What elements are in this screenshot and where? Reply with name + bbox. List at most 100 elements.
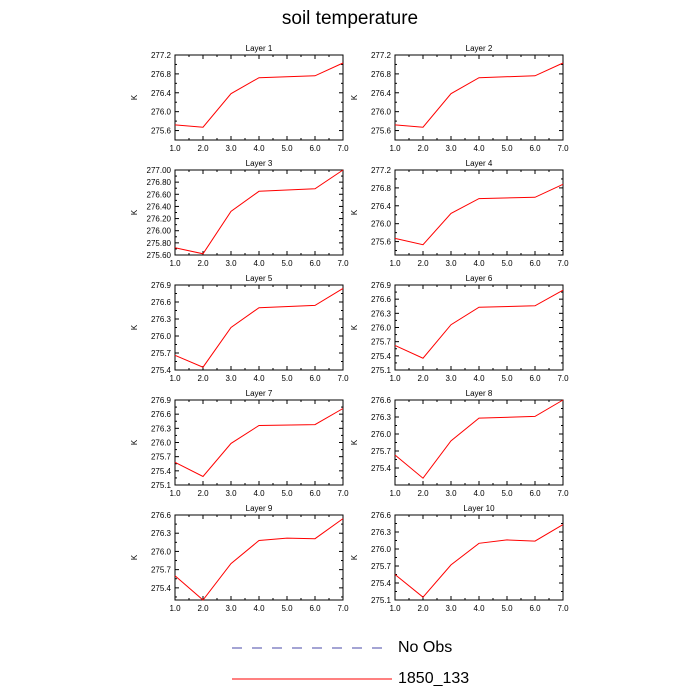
series-line-1850_133	[174, 287, 344, 368]
y-axis-label: K	[350, 324, 359, 330]
x-tick-label: 5.0	[501, 604, 513, 613]
x-tick-label: 6.0	[309, 604, 321, 613]
y-tick-label: 275.6	[371, 127, 392, 136]
chart-panel-layer-5: Layer 5 K 1.0 2.0 3.0 4.0 5.0 6.0 7.0 275.4 275.7 2…	[130, 274, 349, 383]
y-tick-label: 276.9	[151, 281, 172, 290]
x-tick-label: 5.0	[281, 144, 293, 153]
plot-frame	[394, 399, 564, 486]
x-tick-label: 6.0	[309, 144, 321, 153]
y-axis-label: K	[130, 324, 139, 330]
series-line-1850_133	[394, 62, 564, 128]
series-line-1850_133	[394, 289, 564, 359]
chart-panel-layer-3: Layer 3 K 1.0 2.0 3.0 4.0 5.0 6.0 7.0 275.60 275.8…	[130, 159, 349, 268]
x-tick-label: 3.0	[445, 259, 457, 268]
y-tick-label: 276.3	[371, 528, 392, 537]
series-line-1850_133	[394, 524, 564, 598]
x-tick-label: 1.0	[389, 144, 401, 153]
x-tick-label: 5.0	[501, 489, 513, 498]
x-tick-label: 2.0	[417, 144, 429, 153]
x-tick-label: 4.0	[253, 259, 265, 268]
y-tick-label: 276.9	[151, 396, 172, 405]
y-tick-label: 276.6	[151, 298, 172, 307]
y-tick-label: 275.7	[371, 447, 392, 456]
x-tick-label: 1.0	[389, 489, 401, 498]
y-tick-label: 276.0	[371, 545, 392, 554]
x-tick-label: 6.0	[529, 144, 541, 153]
y-tick-label: 276.0	[371, 220, 392, 229]
series-line-1850_133	[174, 408, 344, 478]
x-tick-label: 3.0	[445, 604, 457, 613]
x-tick-label: 1.0	[389, 374, 401, 383]
chart-panel-layer-8: Layer 8 K 1.0 2.0 3.0 4.0 5.0 6.0 7.0 275.4 275.7 2…	[350, 389, 569, 498]
x-tick-label: 3.0	[225, 144, 237, 153]
chart-panel-layer-7: Layer 7 K 1.0 2.0 3.0 4.0 5.0 6.0 7.0 275.1 275.4 2…	[130, 389, 349, 498]
x-tick-label: 3.0	[445, 374, 457, 383]
x-tick-label: 4.0	[473, 374, 485, 383]
x-tick-label: 7.0	[557, 374, 569, 383]
x-tick-label: 1.0	[389, 604, 401, 613]
x-tick-label: 4.0	[253, 374, 265, 383]
chart-panel-layer-6: Layer 6 K 1.0 2.0 3.0 4.0 5.0 6.0 7.0 275.1 275.4 2…	[350, 274, 569, 383]
y-tick-label: 275.4	[371, 464, 392, 473]
x-tick-label: 3.0	[225, 374, 237, 383]
x-tick-label: 7.0	[557, 604, 569, 613]
x-tick-label: 7.0	[337, 604, 349, 613]
x-tick-label: 2.0	[417, 489, 429, 498]
x-tick-label: 7.0	[337, 489, 349, 498]
x-tick-label: 6.0	[529, 374, 541, 383]
x-tick-label: 2.0	[417, 604, 429, 613]
chart-panel-layer-4: Layer 4 K 1.0 2.0 3.0 4.0 5.0 6.0 7.0 275.6 276.0 2…	[350, 159, 569, 268]
x-tick-label: 7.0	[337, 144, 349, 153]
panel-title: Layer 8	[466, 389, 493, 398]
y-tick-label: 275.4	[371, 352, 392, 361]
y-tick-label: 276.6	[151, 511, 172, 520]
y-axis-label: K	[130, 94, 139, 100]
y-tick-label: 276.0	[151, 547, 172, 556]
x-tick-label: 5.0	[501, 144, 513, 153]
x-tick-label: 4.0	[473, 259, 485, 268]
y-tick-label: 275.7	[371, 338, 392, 347]
y-tick-label: 276.0	[151, 332, 172, 341]
y-tick-label: 275.7	[371, 562, 392, 571]
plot-frame	[394, 514, 564, 601]
x-tick-label: 3.0	[445, 144, 457, 153]
y-tick-label: 276.0	[371, 108, 392, 117]
x-tick-label: 6.0	[309, 489, 321, 498]
y-tick-label: 275.80	[147, 239, 172, 248]
x-tick-label: 5.0	[281, 259, 293, 268]
x-tick-label: 4.0	[473, 144, 485, 153]
x-tick-label: 6.0	[529, 259, 541, 268]
y-tick-label: 276.0	[371, 430, 392, 439]
y-axis-label: K	[130, 554, 139, 560]
y-axis-label: K	[350, 94, 359, 100]
x-tick-label: 7.0	[557, 144, 569, 153]
y-tick-label: 277.2	[371, 166, 392, 175]
y-axis-label: K	[130, 439, 139, 445]
y-tick-label: 276.60	[147, 190, 172, 199]
y-tick-label: 275.4	[151, 366, 172, 375]
x-tick-label: 3.0	[445, 489, 457, 498]
x-tick-label: 5.0	[501, 259, 513, 268]
x-tick-label: 2.0	[197, 489, 209, 498]
y-tick-label: 275.4	[151, 584, 172, 593]
y-tick-label: 276.4	[371, 89, 392, 98]
x-tick-label: 2.0	[197, 604, 209, 613]
y-tick-label: 277.00	[147, 166, 172, 175]
x-tick-label: 1.0	[169, 144, 181, 153]
x-tick-label: 6.0	[529, 604, 541, 613]
x-tick-label: 6.0	[309, 374, 321, 383]
plot-frame	[174, 514, 344, 601]
plot-frame	[174, 169, 344, 256]
y-tick-label: 277.2	[371, 51, 392, 60]
panel-title: Layer 2	[466, 44, 493, 53]
panel-title: Layer 6	[466, 274, 493, 283]
figure-title: soil temperature	[281, 8, 419, 29]
y-tick-label: 276.80	[147, 178, 172, 187]
x-tick-label: 3.0	[225, 259, 237, 268]
y-tick-label: 276.9	[371, 281, 392, 290]
y-tick-label: 276.8	[371, 70, 392, 79]
plot-frame	[394, 169, 564, 256]
x-tick-label: 4.0	[253, 604, 265, 613]
x-tick-label: 1.0	[169, 374, 181, 383]
